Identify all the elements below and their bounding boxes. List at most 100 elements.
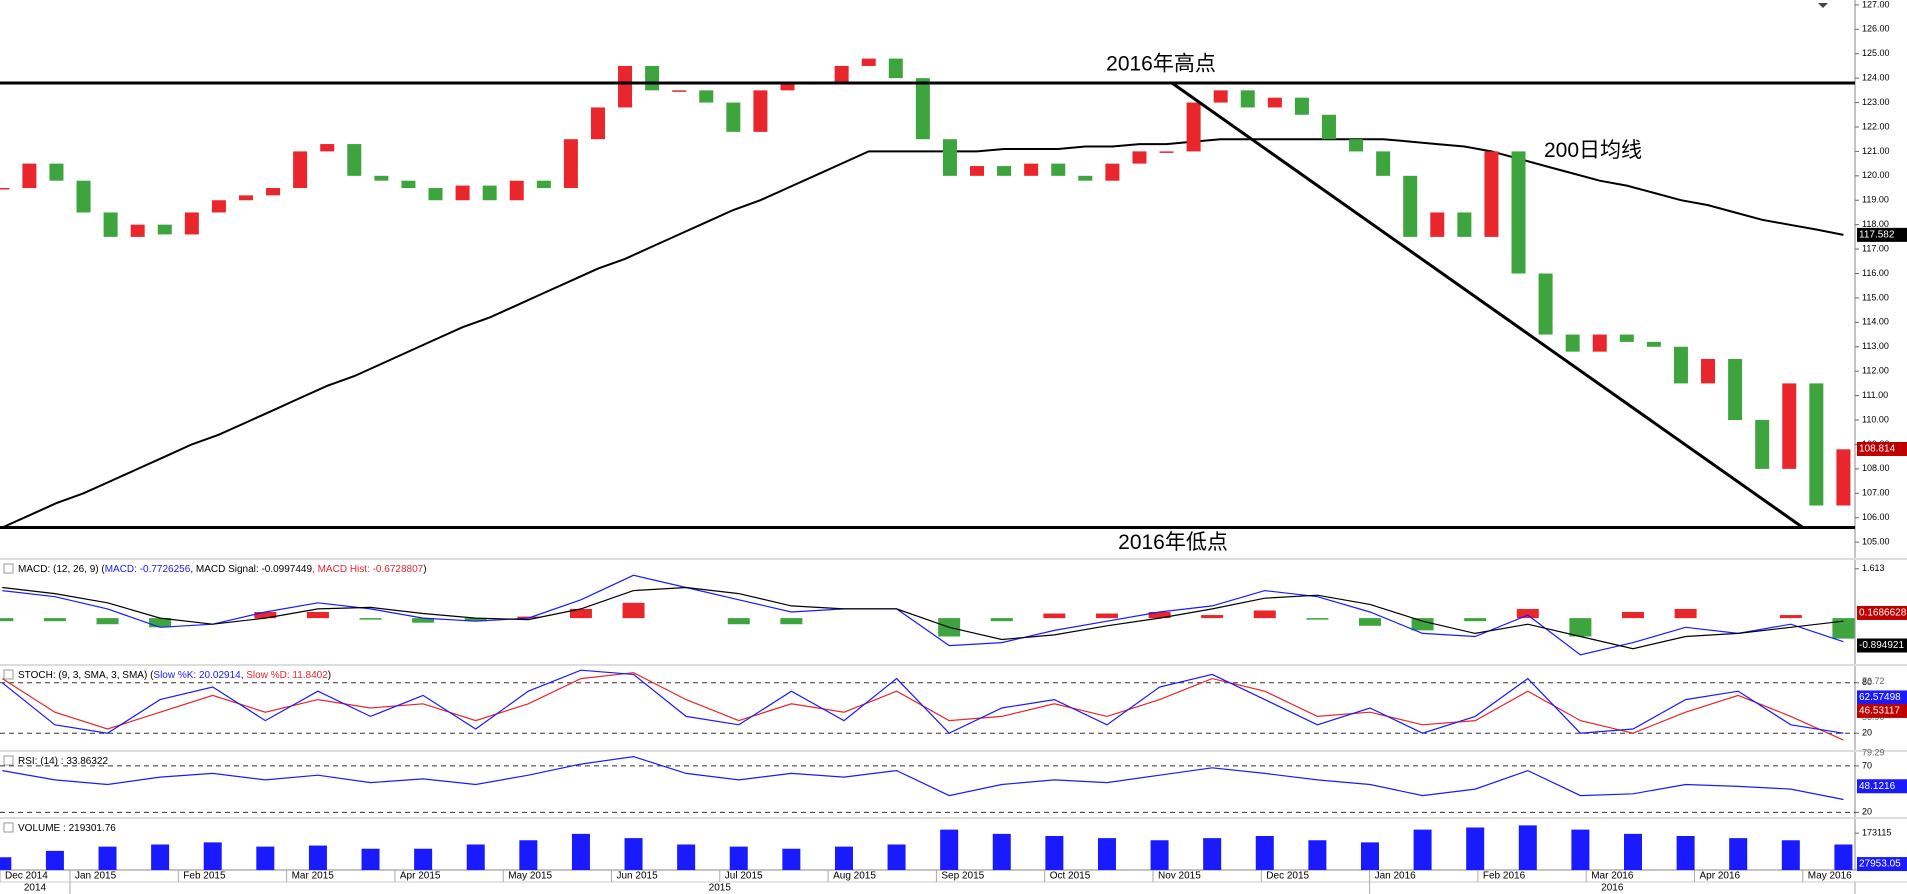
candle <box>1240 90 1255 108</box>
histogram-bar <box>727 618 750 625</box>
y-tick-label: 108.00 <box>1862 463 1890 473</box>
volume-bar <box>308 845 327 870</box>
volume-bar <box>1255 836 1274 870</box>
candle <box>1646 341 1661 347</box>
volume-bar <box>624 838 643 870</box>
histogram-bar <box>1095 613 1118 619</box>
candle <box>753 90 768 132</box>
y-tick-label: 121.00 <box>1862 146 1890 156</box>
year-label: 2016 <box>1601 883 1624 894</box>
candle <box>1024 163 1039 176</box>
volume-bar <box>519 840 538 870</box>
candle <box>1159 151 1174 153</box>
histogram-bar <box>464 618 487 622</box>
candle <box>103 212 118 237</box>
y-tick-label: 105.00 <box>1862 537 1890 547</box>
panel-legend: STOCH: (9, 3, SMA, 3, SMA) (Slow %K: 20.… <box>18 670 331 681</box>
candle <box>1349 139 1364 152</box>
y-tick-label: 1.613 <box>1862 563 1885 573</box>
indicator-line <box>2 755 1844 801</box>
y-tick-label: 70 <box>1862 760 1872 770</box>
candle <box>1457 212 1472 237</box>
y-tick-label: 120.00 <box>1862 170 1890 180</box>
candle <box>645 65 660 91</box>
volume-bar <box>729 846 748 870</box>
x-tick-label: Aug 2015 <box>833 871 876 882</box>
panel-legend: RSI: (14) : 33.86322 <box>18 756 108 767</box>
y-tick-label: 126.00 <box>1862 24 1890 34</box>
candle <box>834 65 849 84</box>
x-tick-label: Jan 2016 <box>1375 871 1417 882</box>
y-tick-label: 122.00 <box>1862 121 1890 131</box>
histogram-bar <box>1253 610 1276 619</box>
price-tag <box>1857 779 1907 794</box>
candle <box>1186 102 1201 152</box>
volume-bar <box>887 844 906 870</box>
candle <box>22 163 37 189</box>
histogram-bar <box>1779 615 1802 619</box>
y-tick-label: 117.00 <box>1862 243 1889 253</box>
candle <box>1619 334 1634 342</box>
candle <box>1267 97 1282 108</box>
indicator-line <box>2 574 1844 656</box>
histogram-bar <box>569 608 592 619</box>
y-tick-label: 112.00 <box>1862 366 1889 376</box>
price-tag-label: 48.1216 <box>1859 781 1896 792</box>
volume-bar <box>256 846 275 870</box>
candle <box>1403 175 1418 237</box>
panel-icon <box>3 669 14 680</box>
legend-part: ) <box>328 670 331 681</box>
histogram-bar <box>412 618 435 623</box>
candle <box>401 180 416 189</box>
y-tick-label: 173115 <box>1862 828 1891 838</box>
price-tag-label: 27953.05 <box>1859 859 1901 870</box>
legend-part: Slow %K: 20.02914 <box>153 670 241 681</box>
candle <box>942 139 957 176</box>
histogram-bar <box>1358 618 1381 626</box>
menu-arrow[interactable] <box>1818 3 1828 8</box>
candle <box>428 188 443 201</box>
volume-bar <box>1571 829 1590 870</box>
volume-bar <box>1624 833 1643 870</box>
price-tag-label: 117.582 <box>1859 230 1895 241</box>
candle <box>157 224 172 235</box>
histogram-bar <box>254 612 277 619</box>
price-tag-label: 0.1686628 <box>1859 608 1907 619</box>
histogram-bar <box>43 618 66 622</box>
volume-bar <box>1360 842 1379 870</box>
candle <box>130 224 145 237</box>
volume-bar <box>1150 840 1169 870</box>
x-tick-label: May 2015 <box>508 871 552 882</box>
candle <box>1078 175 1093 181</box>
candle <box>780 83 795 91</box>
y-minor-label: 79.29 <box>1862 748 1885 758</box>
histogram-bar <box>622 602 645 619</box>
x-tick-label: Nov 2015 <box>1158 871 1201 882</box>
histogram-bar <box>1411 618 1434 631</box>
candle <box>1836 449 1851 506</box>
candle <box>293 151 308 189</box>
x-tick-label: Oct 2015 <box>1050 871 1091 882</box>
legend-part: , MACD Signal: -0.0997449 <box>190 564 312 575</box>
candle <box>536 180 551 189</box>
histogram-bar <box>149 618 172 628</box>
candle <box>1213 90 1228 103</box>
candle <box>1755 420 1770 469</box>
volume-bar <box>677 844 696 870</box>
y-tick-label: 118.00 <box>1862 219 1889 229</box>
y-tick-label: 111.00 <box>1862 390 1888 400</box>
price-tag-label: -0.894921 <box>1859 640 1904 651</box>
price-tag <box>1857 703 1907 718</box>
indicator-line <box>1 669 1844 734</box>
legend-part: RSI: (14) : 33.86322 <box>18 756 108 767</box>
candle <box>1782 383 1797 469</box>
panel-icon <box>3 755 14 766</box>
volume-bar <box>1466 827 1485 870</box>
candle <box>211 200 226 213</box>
histogram-bar <box>1674 608 1697 619</box>
volume-bar <box>1676 836 1695 870</box>
y-tick-label: 127.00 <box>1862 0 1890 9</box>
candle <box>1294 97 1309 115</box>
year-label: 2014 <box>24 883 47 894</box>
